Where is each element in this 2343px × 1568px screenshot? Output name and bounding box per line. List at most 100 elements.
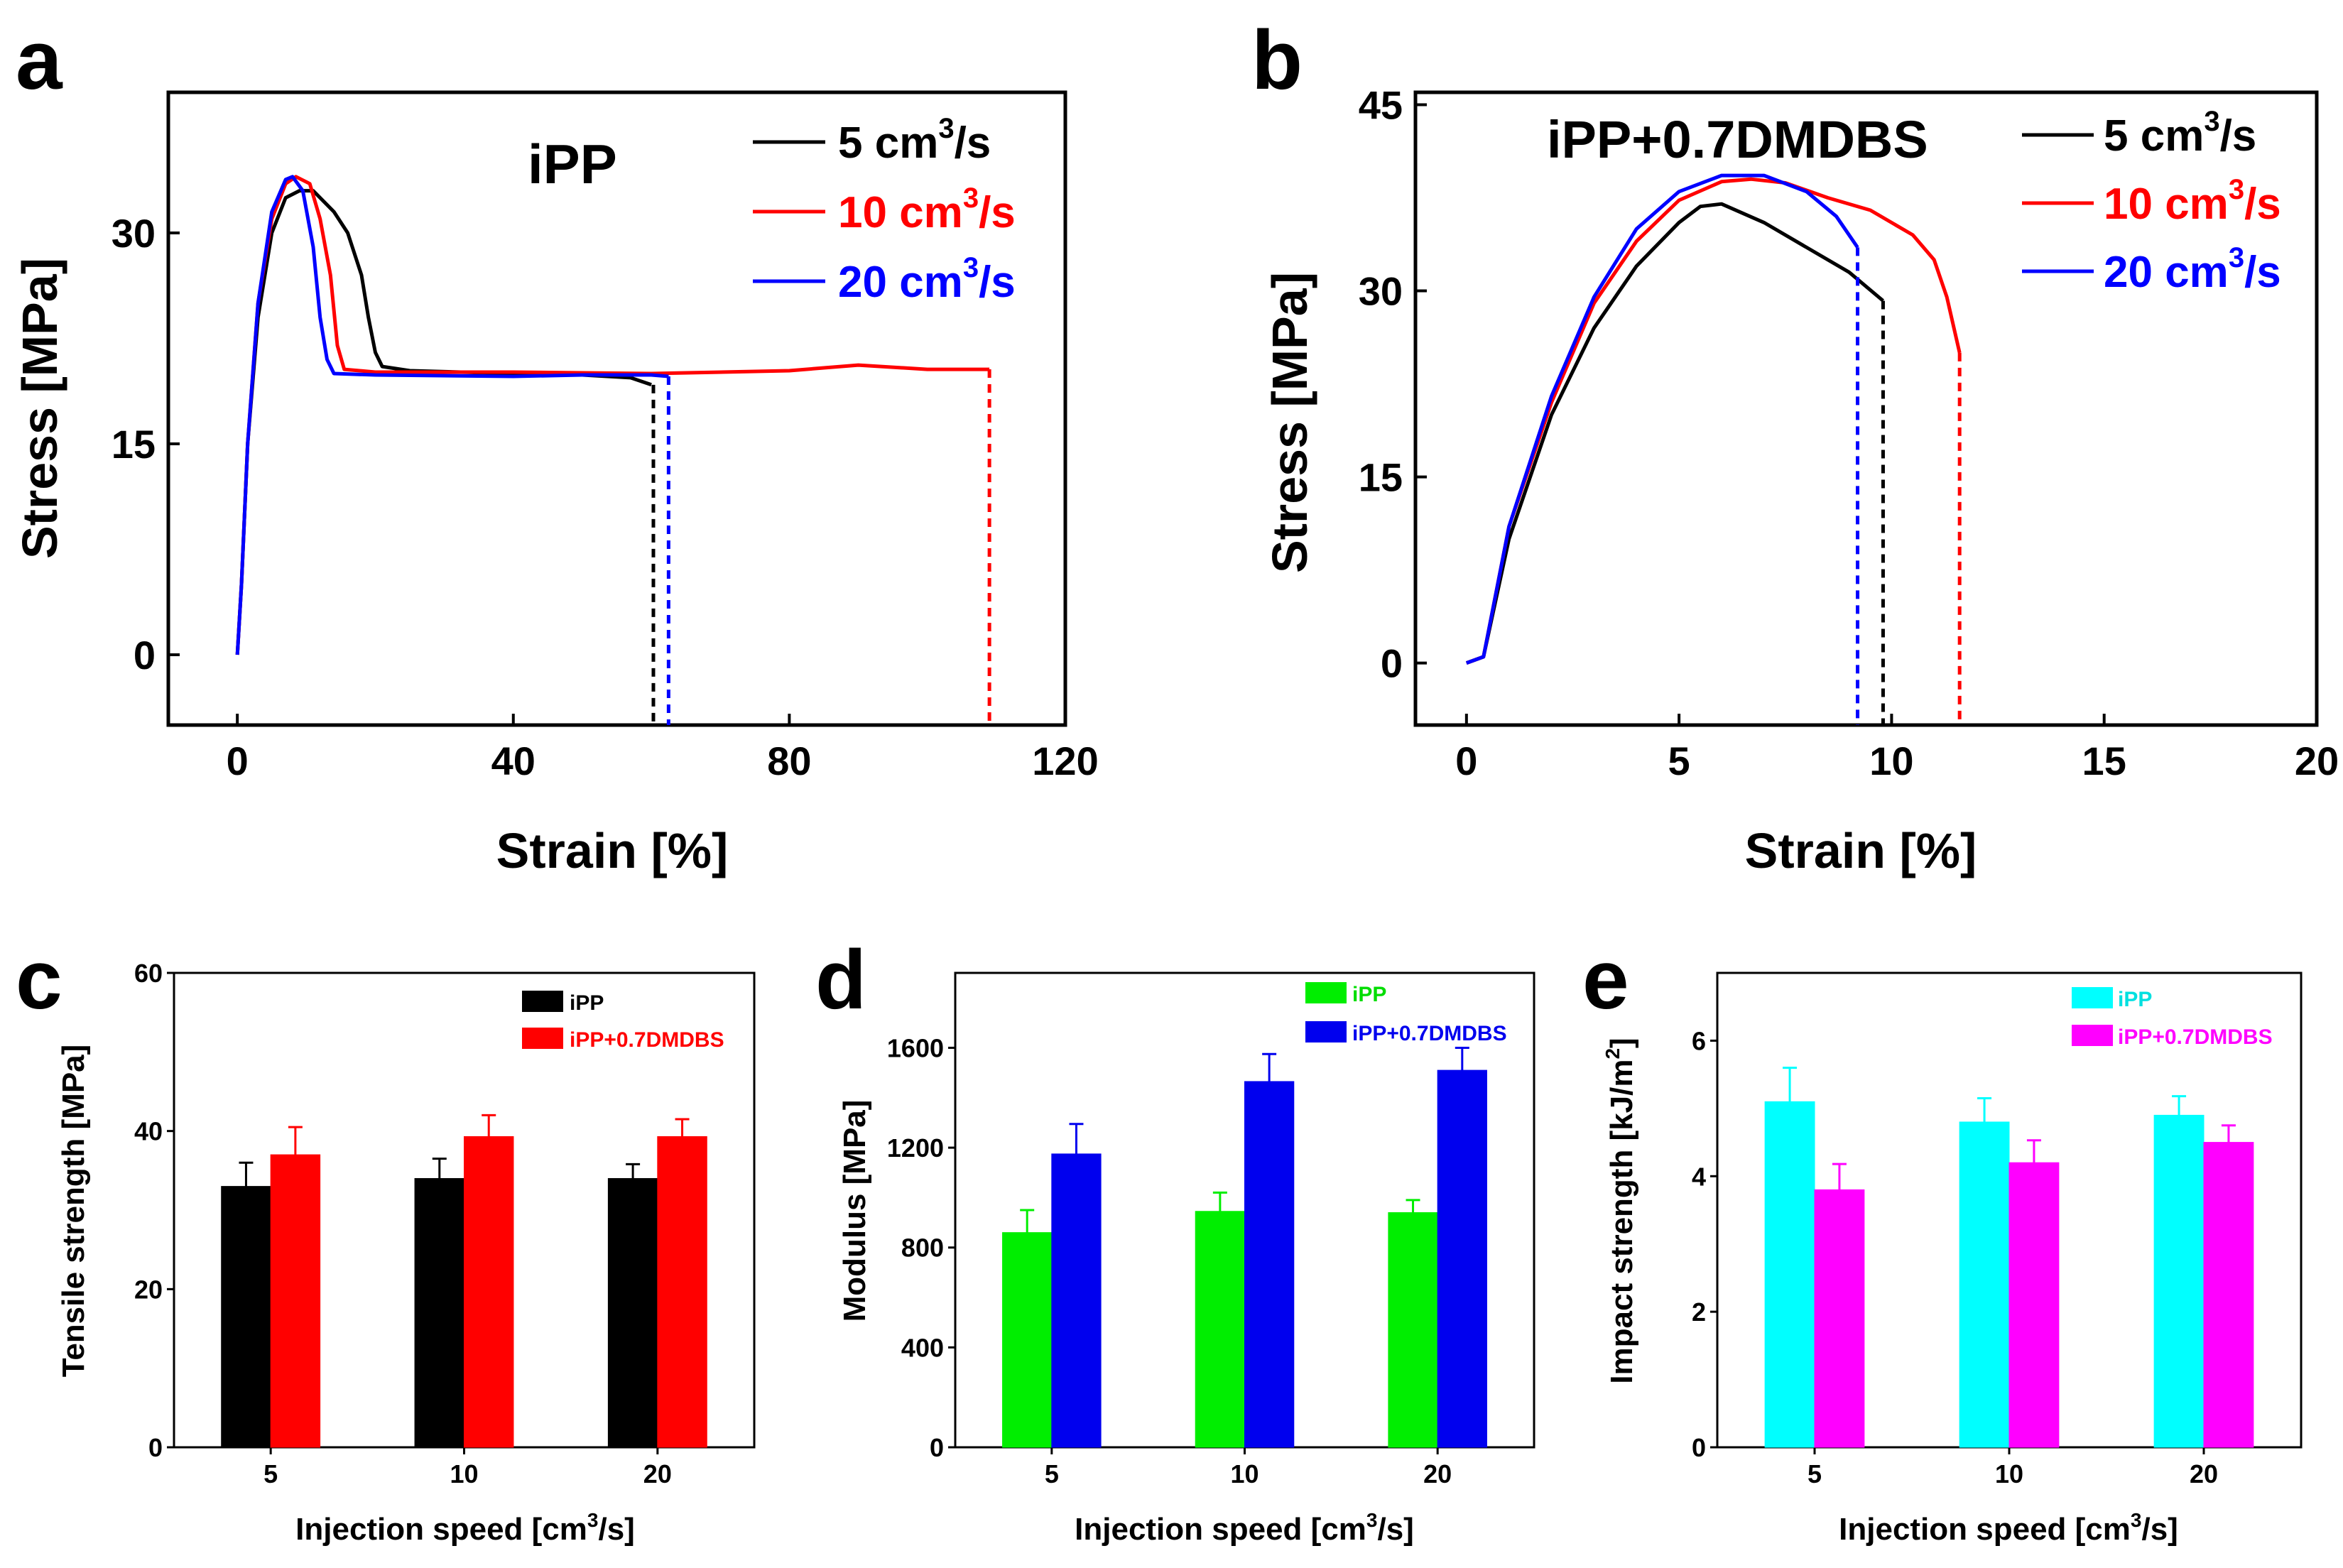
bar-e-dmdbs-20	[2203, 1142, 2254, 1448]
legend-label-c-dmdbs: iPP+0.7DMDBS	[570, 1028, 724, 1052]
legend-b: 5 cm3/s 10 cm3/s 20 cm3/s	[2022, 106, 2281, 297]
x-tick-label-d: 5	[1045, 1459, 1059, 1488]
curve-a-10	[235, 175, 990, 655]
x-axis-title-b: Strain [%]	[1745, 823, 1977, 878]
legend-label-a-10: 10 cm3/s	[838, 183, 1016, 237]
panel-e: e 0 2 4 6 5 10 20 iPP iPP+0.7DMDBS Injection s…	[1582, 933, 2303, 1547]
x-tick-label-d: 10	[1230, 1459, 1259, 1488]
bar-d-ipp-10	[1195, 1211, 1245, 1448]
curve-b-10	[1465, 177, 1962, 665]
x-tick-label-a: 80	[767, 739, 811, 783]
axis-ticks-c: 0 20 40 60 5 10 20	[134, 959, 672, 1488]
legend-c: iPP iPP+0.7DMDBS	[522, 991, 724, 1052]
annotation-a: iPP	[528, 133, 617, 195]
curve-a-20	[235, 175, 669, 655]
y-tick-label-c: 60	[134, 959, 163, 988]
x-tick-label-e: 5	[1807, 1459, 1822, 1488]
y-tick-label-e: 4	[1692, 1162, 1706, 1191]
y-tick-label-a: 30	[112, 211, 156, 256]
x-tick-label-e: 20	[2190, 1459, 2218, 1488]
bars-c	[221, 1114, 707, 1448]
bar-c-dmdbs-20	[657, 1136, 707, 1448]
curves-b	[1465, 173, 1962, 725]
x-tick-label-e: 10	[1995, 1459, 2023, 1488]
curve-a-5	[235, 189, 652, 655]
bars-e	[1764, 1067, 2254, 1448]
bar-e-ipp-10	[1959, 1121, 2010, 1448]
legend-label-a-5: 5 cm3/s	[838, 113, 991, 168]
legend-a: 5 cm3/s 10 cm3/s 20 cm3/s	[753, 113, 1016, 307]
legend-label-b-20: 20 cm3/s	[2104, 242, 2281, 297]
y-axis-title-a: Stress [MPa]	[12, 258, 67, 559]
y-tick-label-a: 15	[112, 422, 156, 467]
bar-d-ipp-20	[1388, 1212, 1438, 1448]
y-tick-label-b: 45	[1359, 82, 1403, 127]
bar-e-ipp-5	[1764, 1101, 1815, 1448]
x-tick-label-b: 10	[1869, 739, 1913, 783]
legend-swatch-e-ipp	[2072, 987, 2113, 1008]
y-axis-title-d: Modulus [MPa]	[837, 1100, 872, 1322]
y-tick-label-b: 15	[1359, 455, 1403, 500]
panel-label-b: b	[1251, 13, 1303, 107]
panel-label-c: c	[16, 933, 62, 1027]
bar-d-dmdbs-10	[1244, 1081, 1295, 1448]
y-tick-label-d: 800	[901, 1234, 944, 1263]
y-tick-label-d: 1200	[887, 1133, 944, 1163]
panel-c: c 0 20 40 60 5 10 20 iPP iPP+0.7DMDBS Injectio…	[16, 933, 756, 1547]
curves-a	[235, 175, 991, 725]
y-tick-label-c: 0	[148, 1433, 163, 1462]
x-axis-title-c: Injection speed [cm3/s]	[295, 1509, 635, 1547]
curve-b-5	[1465, 202, 1885, 665]
panel-label-a: a	[16, 13, 63, 107]
y-tick-label-b: 30	[1359, 269, 1403, 314]
y-tick-label-e: 2	[1692, 1297, 1706, 1327]
bar-c-dmdbs-10	[464, 1136, 514, 1448]
panel-b: b 0 5 10 15 20 0 15 30 45 iPP+0.7DMDBS 5 cm3/s 1…	[1251, 13, 2339, 878]
legend-swatch-e-dmdbs	[2072, 1025, 2113, 1046]
x-tick-label-b: 5	[1668, 739, 1690, 783]
panel-label-d: d	[815, 933, 866, 1027]
axis-ticks-e: 0 2 4 6 5 10 20	[1692, 1026, 2218, 1488]
legend-label-b-5: 5 cm3/s	[2104, 106, 2256, 160]
x-tick-label-b: 0	[1455, 739, 1477, 783]
x-tick-label-a: 0	[227, 739, 249, 783]
legend-label-e-ipp: iPP	[2118, 988, 2152, 1011]
y-axis-title-c: Tensile strength [MPa]	[56, 1045, 91, 1378]
curve-b-20	[1465, 173, 1859, 665]
bars-d	[1002, 1046, 1487, 1448]
legend-swatch-d-dmdbs	[1305, 1021, 1347, 1042]
bar-d-dmdbs-5	[1051, 1153, 1102, 1448]
bar-d-dmdbs-20	[1437, 1069, 1487, 1448]
annotation-b: iPP+0.7DMDBS	[1547, 110, 1928, 169]
legend-label-c-ipp: iPP	[570, 991, 604, 1015]
axis-ticks-a: 0 40 80 120 0 15 30	[112, 211, 1099, 783]
y-axis-title-e: Impact strength [kJ/m2]	[1602, 1038, 1639, 1383]
y-tick-label-c: 40	[134, 1117, 163, 1146]
x-tick-label-c: 20	[643, 1459, 672, 1488]
legend-swatch-c-ipp	[522, 991, 563, 1012]
x-tick-label-c: 5	[263, 1459, 278, 1488]
legend-label-d-ipp: iPP	[1352, 983, 1386, 1006]
panel-label-e: e	[1582, 933, 1629, 1027]
legend-label-b-10: 10 cm3/s	[2104, 174, 2281, 229]
x-tick-label-b: 20	[2295, 739, 2339, 783]
legend-swatch-d-ipp	[1305, 982, 1347, 1003]
y-tick-label-d: 400	[901, 1333, 944, 1362]
bar-e-dmdbs-5	[1814, 1189, 1865, 1448]
axis-ticks-d: 0 400 800 1200 1600 5 10 20	[887, 1033, 1452, 1488]
legend-swatch-c-dmdbs	[522, 1028, 563, 1049]
y-tick-label-a: 0	[134, 633, 156, 677]
bar-c-ipp-5	[221, 1186, 271, 1448]
y-tick-label-e: 0	[1692, 1433, 1706, 1462]
plot-frame-a	[166, 90, 1067, 727]
legend-label-a-20: 20 cm3/s	[838, 252, 1016, 307]
legend-e: iPP iPP+0.7DMDBS	[2072, 987, 2273, 1049]
bar-e-dmdbs-10	[2008, 1162, 2060, 1448]
x-axis-title-a: Strain [%]	[496, 823, 729, 878]
x-axis-title-d: Injection speed [cm3/s]	[1075, 1509, 1414, 1547]
y-axis-title-b: Stress [MPa]	[1262, 272, 1317, 573]
y-tick-label-d: 0	[930, 1433, 944, 1462]
y-tick-label-b: 0	[1381, 641, 1403, 686]
